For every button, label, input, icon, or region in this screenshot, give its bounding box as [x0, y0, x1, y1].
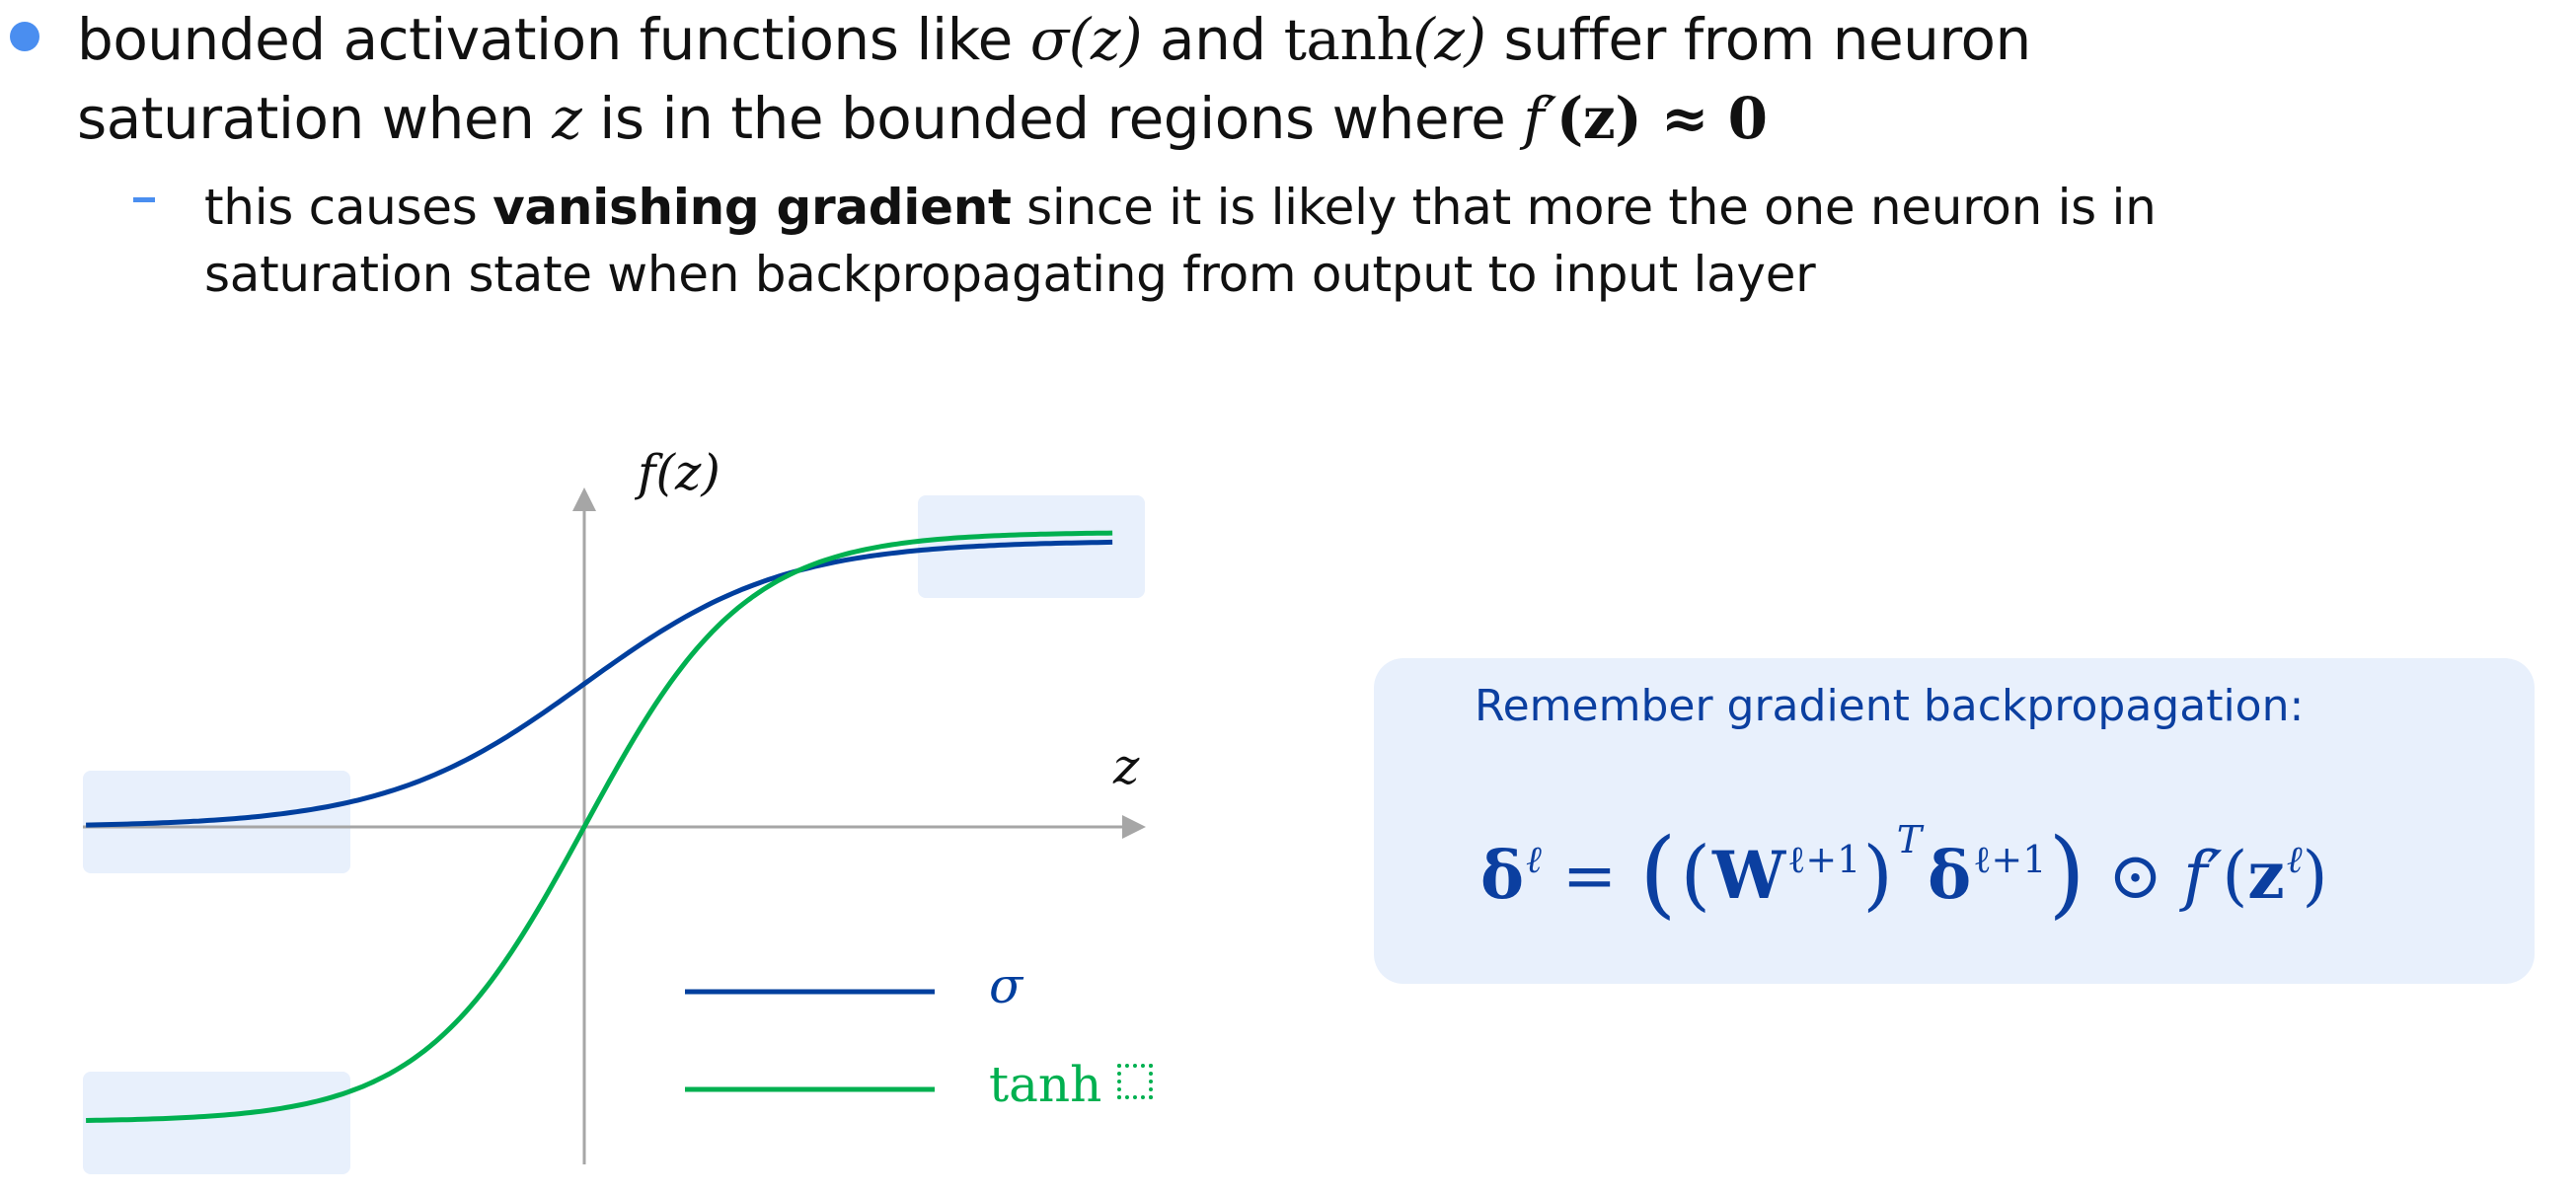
sub-bullet-text: this causes vanishing gradient since it …	[204, 174, 2157, 308]
text: suffer from neuron	[1485, 6, 2031, 73]
superscript: ℓ+1	[1973, 838, 2047, 881]
legend-tanh-label: tanh	[989, 1056, 1102, 1113]
y-axis-label: f(z)	[638, 444, 720, 501]
sigma-math: σ(z)	[1029, 6, 1143, 73]
z-vector: z	[2247, 837, 2285, 914]
approx-zero: ≈ 0	[1641, 85, 1768, 152]
sub-bullet-dash-icon	[133, 197, 155, 202]
legend-sigma-label: σ	[989, 957, 1023, 1014]
weight-matrix: W	[1712, 837, 1786, 914]
placeholder-box-icon	[1117, 1064, 1153, 1099]
paren: (	[1680, 831, 1711, 920]
fprime-arg: (z)	[1555, 85, 1642, 152]
transpose: T	[1896, 818, 1923, 861]
bullet-icon	[10, 22, 39, 51]
paren: )	[2302, 838, 2328, 914]
hadamard: ⊙	[2086, 838, 2184, 914]
saturation-highlight-left-tanh	[83, 1072, 350, 1174]
backprop-formula: δℓ = ((Wℓ+1) Tδℓ+1) ⊙ f′(zℓ)	[1480, 819, 2327, 931]
superscript: ℓ+1	[1787, 838, 1861, 881]
text: this causes	[204, 179, 493, 236]
x-axis-arrow-icon	[1122, 815, 1146, 839]
paren: (	[1639, 818, 1677, 929]
text: and	[1142, 6, 1284, 73]
equals: =	[1541, 838, 1638, 914]
text: saturation when	[77, 85, 553, 152]
text: since it is likely that more the one neu…	[1011, 179, 2157, 236]
tanh-curve	[86, 530, 1113, 1123]
text: is in the bounded regions where	[581, 85, 1524, 152]
delta-symbol: δ	[1928, 837, 1972, 914]
ell-superscript: ℓ	[2286, 838, 2303, 881]
emphasis: vanishing gradient	[492, 179, 1012, 236]
fprime: f′	[2183, 838, 2223, 914]
text: bounded activation functions like	[77, 6, 1030, 73]
callout-title: Remember gradient backpropagation:	[1475, 681, 2305, 731]
sigma-curve	[86, 539, 1113, 828]
tanh-math: tanh	[1283, 6, 1413, 73]
paren: )	[2048, 818, 2085, 929]
ell-superscript: ℓ	[1526, 838, 1542, 881]
x-axis-label: z	[1113, 738, 1140, 795]
y-axis-arrow-icon	[572, 487, 596, 511]
backprop-callout	[1374, 658, 2535, 984]
delta-symbol: δ	[1480, 837, 1525, 914]
tanh-arg: (z)	[1412, 6, 1486, 73]
paren: (	[2222, 838, 2248, 914]
bullet-text: bounded activation functions like σ(z) a…	[77, 0, 2031, 158]
fprime-math: f′	[1523, 85, 1556, 152]
paren: )	[1862, 831, 1893, 920]
z-math: z	[552, 85, 582, 152]
text: saturation state when backpropagating fr…	[204, 246, 1816, 303]
